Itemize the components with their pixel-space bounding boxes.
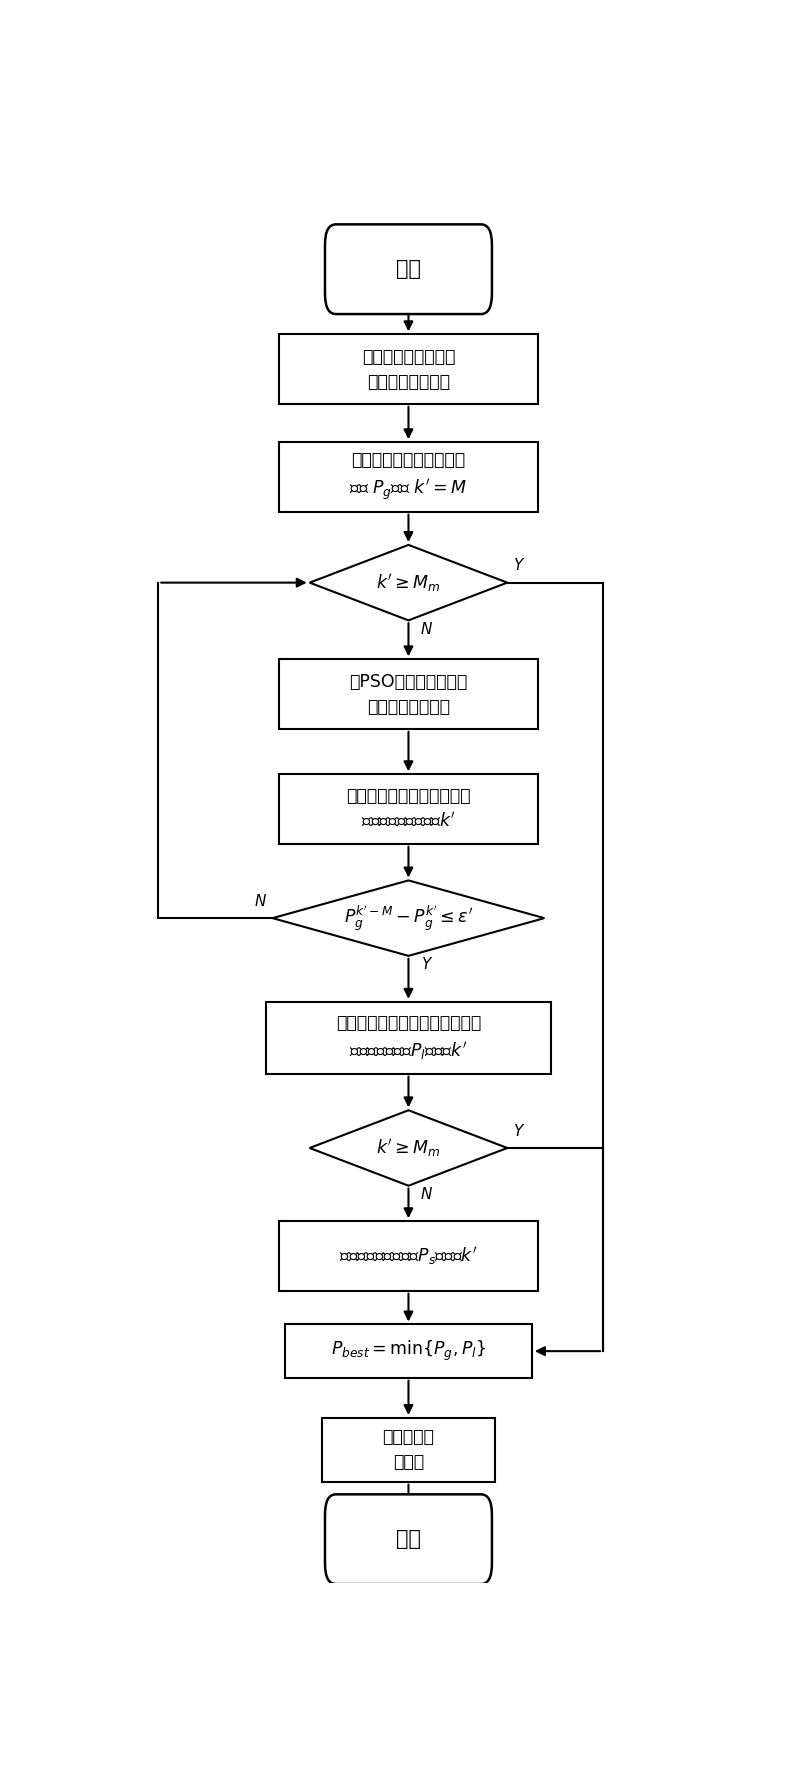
Text: 计算适应度值，更新全局
极値 $P_g$，令 $k'=M$: 计算适应度值，更新全局 极値 $P_g$，令 $k'=M$	[349, 452, 468, 503]
FancyBboxPatch shape	[325, 224, 492, 315]
Text: 以最优粒子为初始点，采用拟牛
顿信颍域法更新$P_l$，更新$k'$: 以最优粒子为初始点，采用拟牛 顿信颍域法更新$P_l$，更新$k'$	[336, 1014, 481, 1062]
FancyBboxPatch shape	[325, 1494, 492, 1583]
Text: 开始: 开始	[396, 1530, 421, 1550]
Bar	[279, 1220, 538, 1292]
Text: 计算适应度值，更新个体极
値和全局极値，更新$k'$: 计算适应度值，更新个体极 値和全局极値，更新$k'$	[346, 788, 471, 831]
Bar	[279, 334, 538, 404]
Text: N: N	[421, 1187, 432, 1203]
Text: 混沌粒子群、拟牛顿
信颍域参数初始化: 混沌粒子群、拟牛顿 信颍域参数初始化	[362, 347, 455, 391]
Bar	[279, 774, 538, 843]
Bar	[285, 1324, 532, 1377]
Text: $P_{best} = \min\{P_g, P_l\}$: $P_{best} = \min\{P_g, P_l\}$	[331, 1340, 486, 1363]
Bar	[279, 443, 538, 512]
Text: Y: Y	[513, 559, 523, 573]
Polygon shape	[309, 544, 508, 621]
Text: 输出粒子群
最优値: 输出粒子群 最优値	[383, 1429, 434, 1471]
Text: N: N	[421, 621, 432, 637]
Text: 开始: 开始	[396, 260, 421, 279]
Polygon shape	[273, 881, 544, 955]
Bar	[322, 1418, 495, 1482]
Text: 进行混沌扰动，更新$P_s$，更新$k'$: 进行混沌扰动，更新$P_s$，更新$k'$	[340, 1245, 477, 1267]
Bar	[279, 660, 538, 729]
Text: $k'\geq M_m$: $k'\geq M_m$	[376, 571, 441, 594]
Text: Y: Y	[513, 1124, 523, 1139]
Polygon shape	[309, 1110, 508, 1187]
Bar	[266, 1002, 551, 1075]
Text: 用PSO速度和位置更新
粒子群速度和位置: 用PSO速度和位置更新 粒子群速度和位置	[349, 672, 468, 715]
Text: Y: Y	[421, 957, 430, 971]
Text: $P_g^{k'-M} - P_g^{k'} \leq \varepsilon'$: $P_g^{k'-M} - P_g^{k'} \leq \varepsilon'…	[344, 904, 473, 932]
Text: N: N	[255, 893, 266, 909]
Text: $k'\geq M_m$: $k'\geq M_m$	[376, 1137, 441, 1158]
